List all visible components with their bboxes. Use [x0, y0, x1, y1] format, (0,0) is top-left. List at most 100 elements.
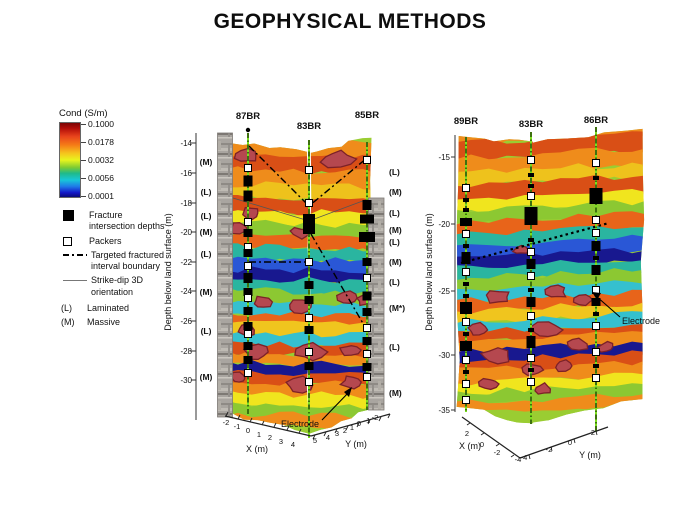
colorbar-tick: 0.0001 — [81, 191, 114, 201]
lithology-label: (L) — [389, 208, 400, 218]
x-axis — [461, 416, 521, 459]
depth-tick-label: -26 — [180, 317, 192, 326]
legend-label: Laminated — [87, 302, 130, 313]
legend-item-fracture: Fracture intersection depths — [59, 210, 171, 233]
y-tick-label: 1 — [350, 423, 354, 432]
y-tick-label: 2 — [591, 428, 595, 437]
depth-axis-label: Depth below land surface (m) — [424, 213, 434, 331]
y-tick-label: 0 — [568, 438, 572, 447]
colorbar-tick: 0.0056 — [81, 173, 114, 183]
y-tick-label: 0 — [357, 419, 361, 428]
legend-item-strike: Strike-dip 3D orientation — [59, 275, 171, 298]
electrode-arrowhead — [344, 387, 352, 397]
depth-tick-label: -35 — [438, 406, 450, 415]
lithology-label: (M*) — [389, 303, 405, 313]
borehole-label: 86BR — [584, 115, 608, 126]
x-tick-label: 3 — [279, 437, 283, 446]
colorbar-tick: 0.0032 — [81, 155, 114, 165]
x-tick-label: 0 — [480, 440, 484, 449]
colorbar-tick: 0.0178 — [81, 137, 114, 147]
fracture-square-icon — [59, 210, 85, 221]
x-tick-label: -1 — [234, 422, 241, 431]
depth-axis-ticks — [191, 142, 196, 381]
y-axis-label: Y (m) — [579, 450, 601, 460]
depth-tick-label: -24 — [180, 287, 192, 296]
lithology-label: (L) — [389, 342, 400, 352]
depth-tick-label: -30 — [180, 376, 192, 385]
legend-item-laminated: (L) Laminated — [59, 303, 171, 314]
legend-label: Strike-dip 3D orientation — [91, 275, 144, 297]
borehole-top-dot — [245, 127, 251, 133]
y-tick-label: -1 — [364, 416, 371, 425]
lithology-label: (M) — [200, 227, 213, 237]
x-axis-label: X (m) — [246, 444, 268, 454]
legend-label: Fracture intersection depths — [89, 210, 165, 232]
packer-square-icon — [59, 236, 85, 246]
y-axis — [519, 426, 609, 459]
depth-axis-label: Depth below land surface (m) — [163, 213, 173, 331]
electrode-label: Electrode — [622, 316, 660, 326]
borehole-label: 87BR — [236, 111, 260, 122]
massive-key: (M) — [61, 317, 75, 327]
thin-line-icon — [59, 275, 87, 282]
y-axis-ticks — [528, 430, 598, 460]
colorbar-ticks: 0.1000 0.0178 0.0032 0.0056 0.0001 — [81, 119, 114, 201]
legend-label: Targeted fractured interval boundary — [91, 249, 165, 271]
x-tick-label: -2 — [494, 448, 501, 457]
legend-label: Massive — [87, 317, 121, 327]
y-tick-label: 3 — [335, 429, 339, 438]
lithology-label: (M) — [200, 287, 213, 297]
y-tick-label: 5 — [313, 436, 317, 445]
depth-tick-label: -22 — [180, 258, 192, 267]
laminated-key: (L) — [61, 302, 72, 313]
lithology-label: (L) — [201, 211, 212, 221]
depth-tick-label: -18 — [180, 199, 192, 208]
x-axis — [224, 415, 312, 437]
core-photo-column — [368, 197, 385, 411]
colorbar-title: Cond (S/m) — [59, 108, 108, 119]
borehole-label: 83BR — [519, 119, 543, 130]
lithology-label: (L) — [389, 167, 400, 177]
x-tick-label: -4 — [515, 455, 522, 464]
legend: Cond (S/m) 0.1000 0.0178 0.0032 0.0056 0… — [59, 108, 171, 331]
lithology-label: (L) — [389, 277, 400, 287]
x-tick-label: 0 — [246, 426, 250, 435]
slide-title: GEOPHYSICAL METHODS — [213, 10, 487, 33]
legend-item-massive: (M) Massive — [59, 317, 171, 328]
x-tick-label: 4 — [291, 440, 295, 449]
x-axis-ticks — [466, 422, 515, 458]
depth-tick-label: -15 — [438, 153, 450, 162]
core-photo-column — [217, 132, 233, 418]
depth-tick-label: -20 — [438, 220, 450, 229]
x-tick-label: -2 — [223, 418, 230, 427]
depth-tick-label: -25 — [438, 287, 450, 296]
depth-tick-label: -20 — [180, 228, 192, 237]
colorbar-tick: 0.1000 — [81, 119, 114, 129]
lithology-label: (M) — [389, 187, 402, 197]
y-axis-ticks — [312, 413, 391, 440]
lithology-label: (M) — [200, 372, 213, 382]
y-axis — [310, 413, 391, 437]
x-tick-label: 1 — [257, 430, 261, 439]
x-tick-label: 2 — [268, 433, 272, 442]
electrode-arrow — [595, 295, 621, 318]
left-borehole-markers — [243, 156, 375, 386]
legend-item-targeted: Targeted fractured interval boundary — [59, 250, 171, 273]
borehole-label: 85BR — [355, 110, 379, 121]
colorbar-gradient — [59, 122, 81, 198]
lithology-label: (M) — [200, 157, 213, 167]
lithology-label: (L) — [201, 187, 212, 197]
borehole-label: 83BR — [297, 121, 321, 132]
targeted-interval-boundary — [460, 221, 610, 265]
lithology-label: (L) — [201, 249, 212, 259]
electrode-arrowhead — [592, 292, 601, 300]
depth-tick-label: -30 — [438, 351, 450, 360]
electrode-arrow — [321, 390, 351, 421]
lithology-label: (M) — [389, 388, 402, 398]
targeted-interval-boundary — [248, 145, 368, 207]
y-tick-label: 4 — [326, 433, 330, 442]
right-borehole-markers — [460, 156, 603, 404]
right-tomogram-texture — [456, 128, 645, 424]
